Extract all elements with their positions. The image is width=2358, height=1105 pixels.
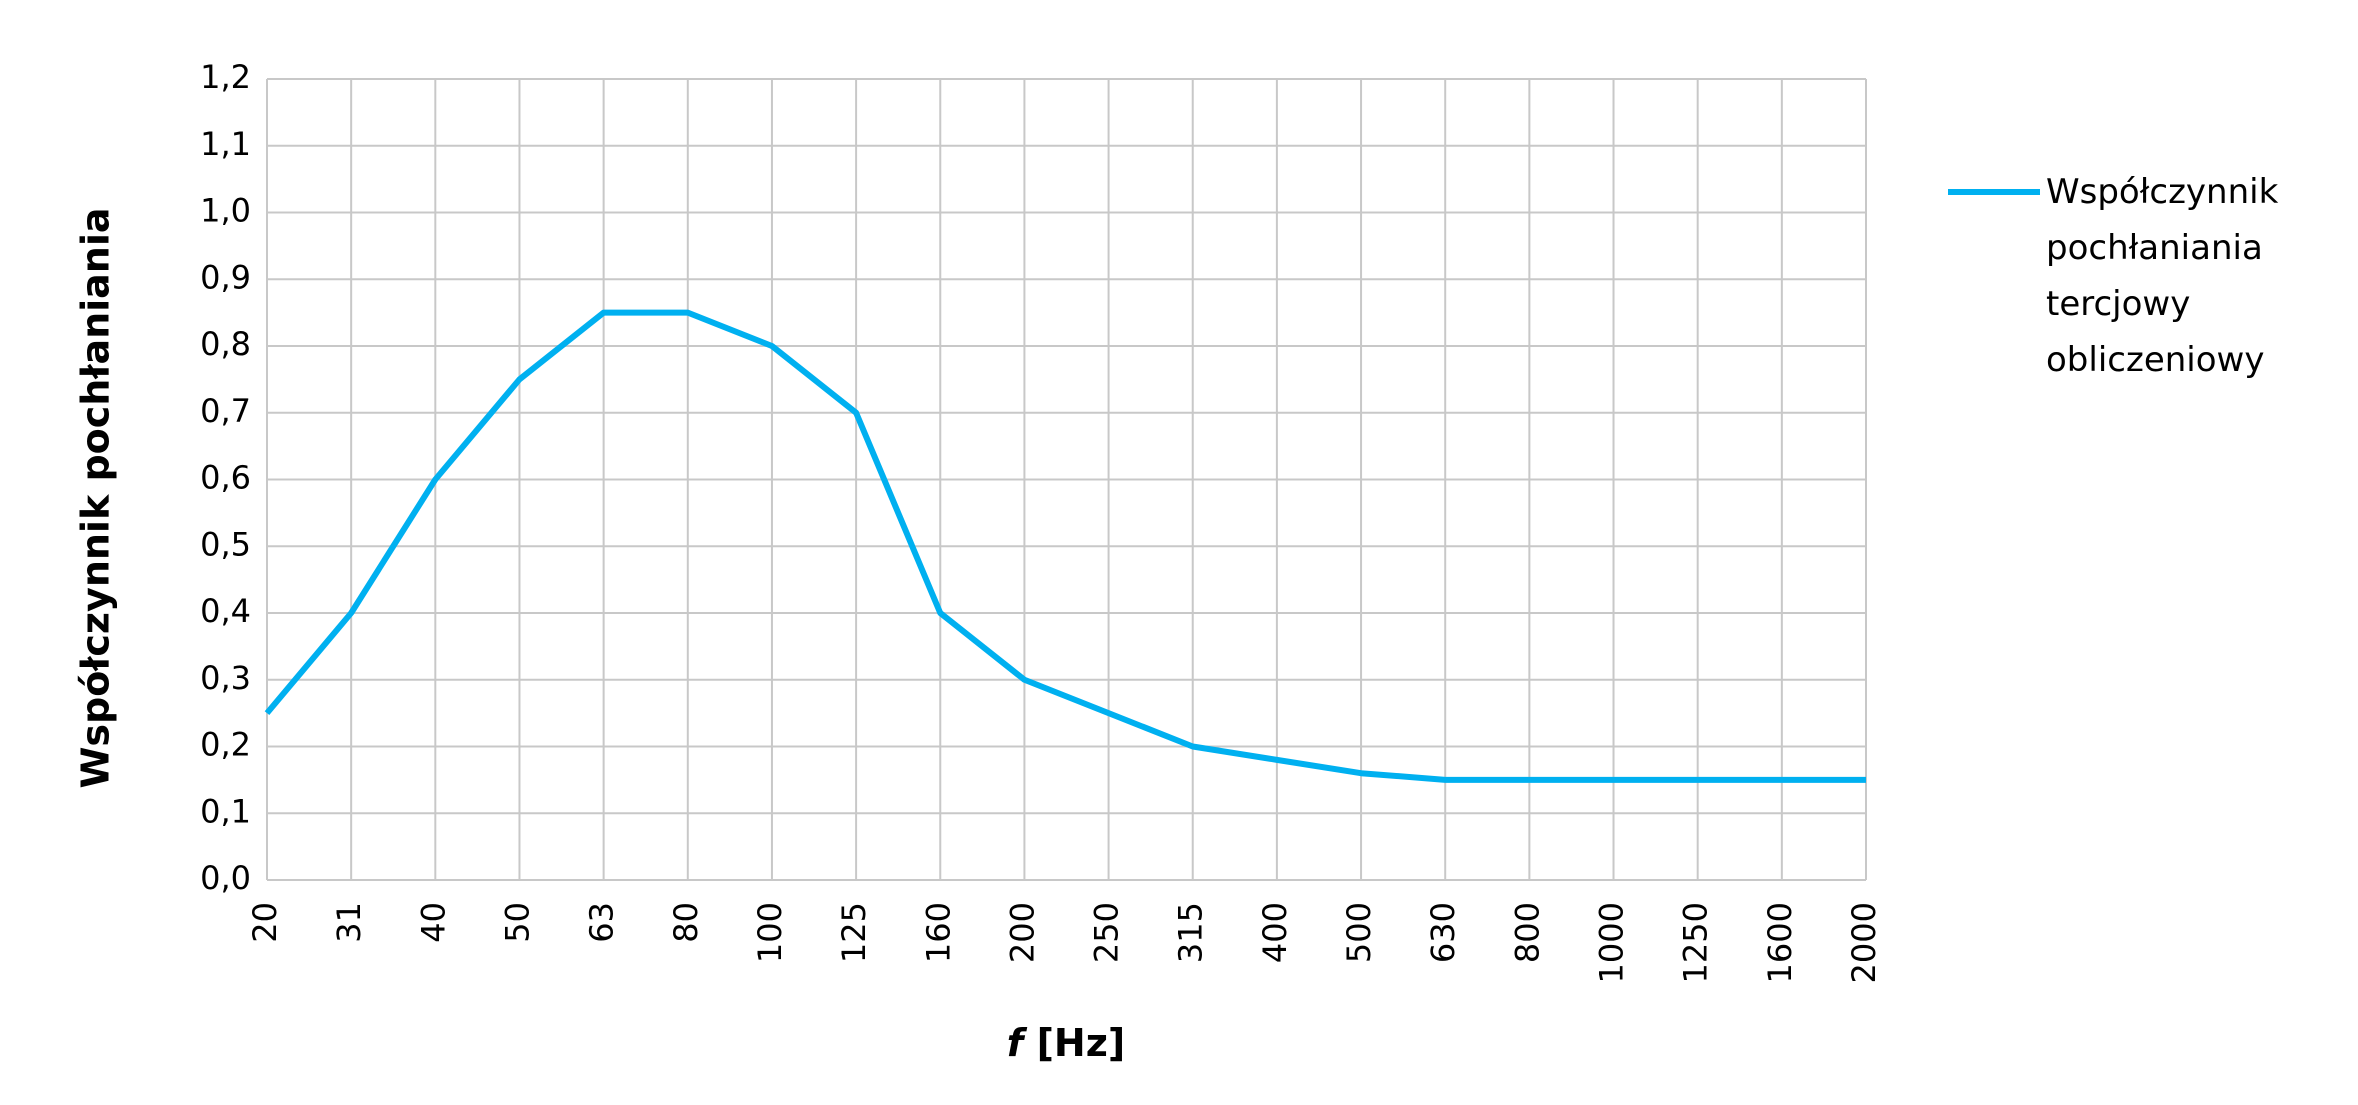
- x-tick-label: 1600: [1761, 902, 1799, 983]
- x-tick-label: 200: [1003, 902, 1041, 963]
- y-tick-label: 0,4: [200, 592, 251, 630]
- y-tick-label: 0,8: [200, 325, 251, 363]
- x-axis-symbol: f: [1007, 1021, 1028, 1065]
- y-tick-label: 1,2: [200, 58, 251, 96]
- y-tick-label: 0,9: [200, 258, 251, 296]
- x-tick-label: 500: [1340, 902, 1378, 963]
- x-tick-label: 80: [667, 902, 705, 943]
- y-tick-label: 0,2: [200, 726, 251, 764]
- x-tick-label: 800: [1508, 902, 1546, 963]
- x-tick-label: 31: [330, 902, 368, 943]
- x-tick-label: 40: [414, 902, 452, 943]
- y-tick-label: 1,0: [200, 192, 251, 230]
- x-tick-label: 630: [1424, 902, 1462, 963]
- x-tick-label: 2000: [1845, 902, 1883, 983]
- x-tick-label: 63: [583, 902, 621, 943]
- x-tick-label: 400: [1256, 902, 1294, 963]
- legend-label: Współczynnik pochłaniania tercjowy oblic…: [2046, 172, 2279, 380]
- x-tick-label: 125: [835, 902, 873, 963]
- x-axis-unit: [Hz]: [1037, 1021, 1126, 1065]
- x-tick-label: 160: [919, 902, 957, 963]
- x-tick-label: 20: [246, 902, 284, 943]
- y-axis-title: Współczynnik pochłaniania: [74, 207, 118, 788]
- x-tick-label: 100: [751, 902, 789, 963]
- data-line: [264, 309, 1866, 783]
- y-tick-label: 1,1: [200, 125, 251, 163]
- y-tick-label: 0,6: [200, 459, 251, 497]
- x-tick-label: 1250: [1677, 902, 1715, 983]
- x-tick-label: 1000: [1593, 902, 1631, 983]
- x-tick-label: 315: [1172, 902, 1210, 963]
- y-tick-label: 0,0: [200, 859, 251, 897]
- x-tick-label: 250: [1088, 902, 1126, 963]
- x-axis-title: f [Hz]: [1007, 1021, 1125, 1065]
- y-tick-label: 0,7: [200, 392, 251, 430]
- y-tick-label: 0,5: [200, 525, 251, 563]
- x-tick-label: 50: [498, 902, 536, 943]
- y-tick-label: 0,3: [200, 659, 251, 697]
- y-tick-label: 0,1: [200, 792, 251, 830]
